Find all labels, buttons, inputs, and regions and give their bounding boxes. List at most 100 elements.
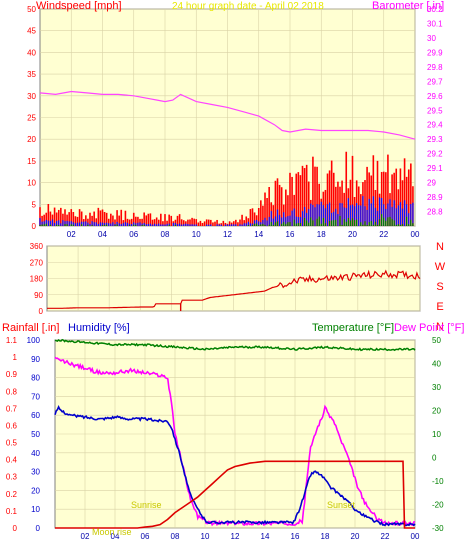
humidity-label: Humidity [%] — [68, 322, 130, 334]
windspeed-axis: 0 5 10 15 20 25 30 35 40 45 50 — [27, 5, 36, 231]
wind-series — [39, 151, 414, 226]
barometer-tick: 29.6 — [427, 92, 443, 101]
hour-tick: 06 — [141, 532, 150, 541]
direction-line — [47, 269, 421, 309]
compass-tick: W — [435, 261, 446, 273]
hour-tick: 16 — [291, 532, 300, 541]
rain-x-ticks: 02 04 06 08 10 12 14 16 18 20 22 00 — [81, 532, 420, 541]
chart-title: 24 hour graph date - April 02 2018 — [172, 1, 324, 12]
temperature-tick: 50 — [432, 336, 441, 345]
humidity-tick: 20 — [31, 486, 40, 495]
rainfall-tick: 0.3 — [6, 473, 18, 482]
direction-tick: 90 — [34, 291, 43, 300]
windspeed-tick: 10 — [27, 179, 36, 188]
temperature-label: Temperature [°F] — [312, 322, 394, 334]
barometer-tick: 29.9 — [427, 48, 443, 57]
direction-tick: 270 — [30, 258, 44, 267]
rainfall-tick: 0.9 — [6, 370, 18, 379]
hour-tick: 20 — [348, 230, 357, 239]
rainfall-tick: 0.8 — [6, 387, 18, 396]
humidity-tick: 50 — [31, 430, 40, 439]
wind-x-ticks: 02 04 06 08 10 12 14 16 18 20 22 00 — [67, 230, 420, 239]
rainfall-axis: 0 0.1 0.2 0.3 0.4 0.5 0.6 0.7 0.8 0.9 1 1.1 — [6, 336, 18, 533]
hour-tick: 02 — [67, 230, 76, 239]
barometer-tick: 28.8 — [427, 208, 443, 217]
rainfall-tick: 0.4 — [6, 456, 18, 465]
barometer-tick: 29.7 — [427, 77, 443, 86]
moonrise-annotation: Moon rise — [92, 527, 132, 537]
barometer-tick: 29.5 — [427, 106, 443, 115]
temperature-tick: -20 — [432, 501, 444, 510]
compass-tick: S — [436, 281, 443, 293]
temperature-tick: 20 — [432, 407, 441, 416]
barometer-tick: 29.2 — [427, 150, 443, 159]
temperature-tick: 0 — [432, 454, 437, 463]
humidity-line — [54, 404, 416, 527]
direction-axis: 0 90 180 270 360 — [30, 242, 44, 316]
barometer-axis: 28.8 28.9 29 29.1 29.2 29.3 29.4 29.5 29.6 29.7 29… — [427, 5, 443, 217]
hour-tick: 10 — [192, 230, 201, 239]
rainfall-tick: 1 — [13, 353, 18, 362]
barometer-tick: 29.1 — [427, 164, 443, 173]
humidity-tick: 0 — [36, 524, 41, 533]
windspeed-label: Windspeed [mph] — [36, 0, 122, 12]
barometer-tick: 30.1 — [427, 19, 443, 28]
windspeed-tick: 45 — [27, 27, 36, 36]
rainfall-line — [55, 460, 415, 529]
hour-tick: 16 — [286, 230, 295, 239]
rainfall-tick: 1.1 — [6, 336, 18, 345]
barometer-tick: 30.2 — [427, 5, 443, 14]
dewpoint-label: Dew Point [°F] — [394, 322, 464, 334]
rainfall-tick: 0.7 — [6, 404, 18, 413]
temperature-axis: -30 -20 -10 0 10 20 30 40 50 — [432, 336, 444, 533]
direction-tick: 360 — [30, 242, 44, 251]
temperature-line — [54, 338, 416, 352]
humidity-axis: 0 10 20 30 40 50 60 70 80 90 100 — [27, 336, 41, 533]
compass-tick: E — [436, 301, 443, 313]
hour-tick: 00 — [411, 230, 420, 239]
hour-tick: 14 — [261, 532, 270, 541]
barometer-tick: 30 — [427, 34, 436, 43]
hour-tick: 06 — [129, 230, 138, 239]
windspeed-tick: 0 — [32, 222, 37, 231]
barometer-tick: 28.9 — [427, 193, 443, 202]
rainfall-tick: 0.2 — [6, 490, 18, 499]
hour-tick: 08 — [171, 532, 180, 541]
temperature-tick: -30 — [432, 524, 444, 533]
direction-tick: 180 — [30, 275, 44, 284]
barometer-tick: 29.8 — [427, 63, 443, 72]
rainfall-tick: 0.1 — [6, 507, 18, 516]
rainfall-tick: 0.6 — [6, 421, 18, 430]
humidity-tick: 80 — [31, 374, 40, 383]
windspeed-tick: 15 — [27, 157, 36, 166]
humidity-tick: 90 — [31, 355, 40, 364]
windspeed-tick: 5 — [32, 200, 37, 209]
compass-tick: N — [436, 321, 444, 333]
barometer-tick: 29.4 — [427, 121, 443, 130]
hour-tick: 12 — [231, 532, 240, 541]
windspeed-tick: 20 — [27, 135, 36, 144]
hour-tick: 08 — [161, 230, 170, 239]
barometer-tick: 29.3 — [427, 135, 443, 144]
barometer-line — [39, 90, 416, 140]
windspeed-tick: 50 — [27, 5, 36, 14]
hour-tick: 00 — [411, 532, 420, 541]
rainfall-tick: 0.5 — [6, 439, 18, 448]
temperature-tick: 40 — [432, 360, 441, 369]
humidity-tick: 100 — [27, 336, 41, 345]
humidity-tick: 70 — [31, 392, 40, 401]
sunrise-annotation: Sunrise — [131, 500, 162, 510]
windspeed-tick: 40 — [27, 48, 36, 57]
temperature-tick: 10 — [432, 430, 441, 439]
temperature-tick: 30 — [432, 383, 441, 392]
hour-tick: 18 — [321, 532, 330, 541]
hour-tick: 02 — [81, 532, 90, 541]
humidity-tick: 40 — [31, 449, 40, 458]
humidity-tick: 10 — [31, 505, 40, 514]
humidity-tick: 30 — [31, 468, 40, 477]
direction-grid — [47, 245, 421, 312]
hour-tick: 04 — [98, 230, 107, 239]
temperature-tick: -10 — [432, 477, 444, 486]
